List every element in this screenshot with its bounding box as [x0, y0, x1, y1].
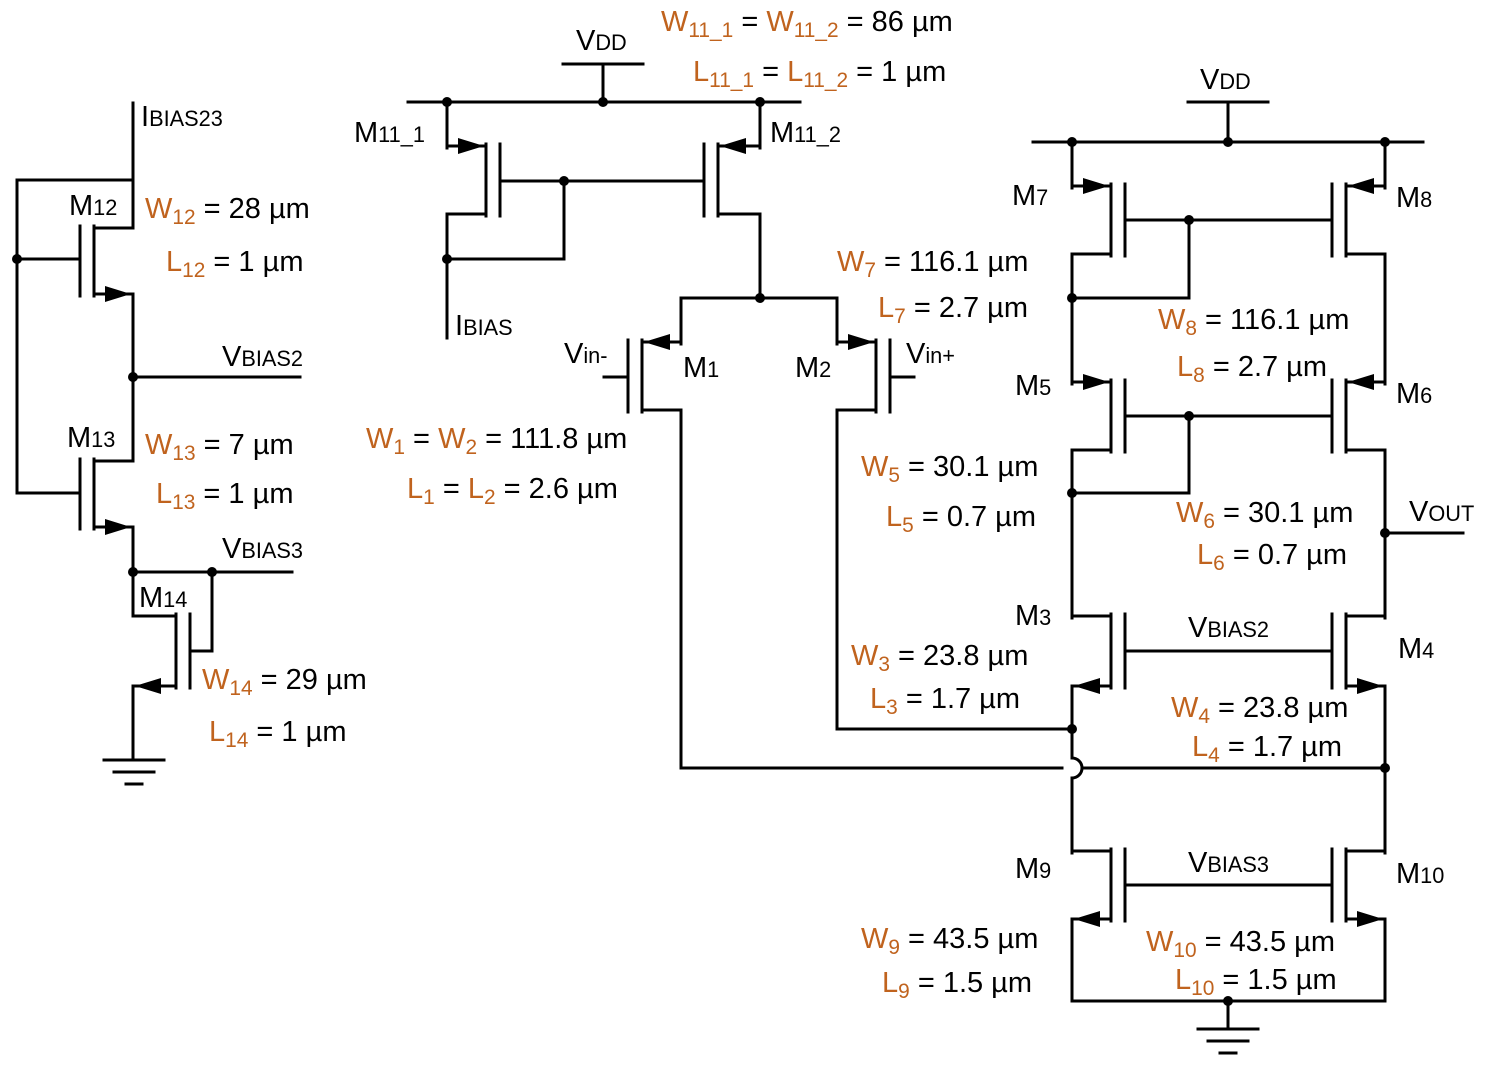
- transistor-m12: [78, 178, 135, 302]
- vbias2-label-left: VBIAS2: [222, 341, 304, 373]
- l5-annotation: L5 = 0.7 µm: [886, 501, 1037, 537]
- ground-right: [1196, 1027, 1260, 1055]
- w11-annotation: W11_1 = W11_2 = 86 µm: [661, 6, 953, 42]
- folded-cascode: [1031, 100, 1465, 1055]
- l13-annotation: L13 = 1 µm: [156, 478, 294, 514]
- vin-minus-label: Vin-: [564, 338, 608, 370]
- m3-label: M3: [1015, 600, 1052, 632]
- transistor-m7: [1070, 140, 1127, 258]
- transistor-m2: [835, 296, 916, 414]
- vdd-label-right: VDD: [1200, 64, 1251, 96]
- w4-annotation: W4 = 23.8 µm: [1171, 692, 1349, 728]
- transistor-m6: [1330, 374, 1387, 454]
- l8-annotation: L8 = 2.7 µm: [1177, 351, 1328, 387]
- w14-annotation: W14 = 29 µm: [202, 664, 367, 700]
- transistor-m14: [131, 570, 214, 694]
- w8-annotation: W8 = 116.1 µm: [1158, 304, 1350, 340]
- w10-annotation: W10 = 43.5 µm: [1146, 926, 1336, 962]
- vbias3-label-left: VBIAS3: [222, 533, 304, 565]
- w7-annotation: W7 = 116.1 µm: [837, 246, 1029, 282]
- m13-label: M13: [67, 422, 116, 454]
- vbias3-label-right: VBIAS3: [1188, 847, 1270, 879]
- ground-left: [102, 758, 166, 786]
- w12-annotation: W12 = 28 µm: [145, 193, 310, 229]
- transistor-m13: [78, 457, 135, 535]
- m11-2-label: M11_2: [770, 117, 841, 149]
- w1-w2-annotation: W1 = W2 = 111.8 µm: [366, 423, 628, 459]
- m5-label: M5: [1015, 370, 1052, 402]
- m8-label: M8: [1396, 182, 1433, 214]
- ibias23-label: IBIAS23: [141, 101, 223, 133]
- transistor-m1: [602, 296, 683, 414]
- vdd-label-left: VDD: [576, 25, 627, 57]
- ibias-label: IBIAS: [455, 310, 513, 342]
- l1-l2-annotation: L1 = L2 = 2.6 µm: [407, 473, 618, 509]
- m12-label: M12: [69, 190, 118, 222]
- tail-mirror: [406, 62, 802, 340]
- w9-annotation: W9 = 43.5 µm: [861, 923, 1039, 959]
- w3-annotation: W3 = 23.8 µm: [851, 640, 1029, 676]
- m1-label: M1: [683, 352, 720, 384]
- vbias2-label-right: VBIAS2: [1188, 612, 1270, 644]
- l9-annotation: L9 = 1.5 µm: [882, 967, 1033, 1003]
- vin-plus-label: Vin+: [906, 338, 955, 370]
- transistor-m5: [1070, 374, 1127, 454]
- m4-label: M4: [1398, 633, 1435, 665]
- m2-label: M2: [795, 352, 832, 384]
- m11-1-label: M11_1: [354, 117, 425, 149]
- transistor-m9: [1070, 847, 1127, 927]
- w13-annotation: W13 = 7 µm: [145, 429, 294, 465]
- l14-annotation: L14 = 1 µm: [209, 716, 347, 752]
- m6-label: M6: [1396, 378, 1433, 410]
- transistor-m11-1: [445, 100, 502, 218]
- transistor-m11-2: [702, 100, 762, 218]
- transistor-m3: [1070, 612, 1127, 694]
- l4-annotation: L4 = 1.7 µm: [1192, 731, 1343, 767]
- transistor-m4: [1330, 612, 1387, 694]
- l10-annotation: L10 = 1.5 µm: [1175, 964, 1337, 1000]
- m9-label: M9: [1015, 853, 1052, 885]
- input-pair: [602, 293, 1387, 770]
- w6-annotation: W6 = 30.1 µm: [1176, 497, 1354, 533]
- m7-label: M7: [1012, 180, 1049, 212]
- l7-annotation: L7 = 2.7 µm: [878, 292, 1029, 328]
- l6-annotation: L6 = 0.7 µm: [1197, 539, 1348, 575]
- vout-label: VOUT: [1409, 496, 1475, 528]
- l11-annotation: L11_1 = L11_2 = 1 µm: [693, 56, 947, 92]
- transistor-m8: [1330, 140, 1387, 258]
- l3-annotation: L3 = 1.7 µm: [870, 683, 1021, 719]
- l12-annotation: L12 = 1 µm: [166, 246, 304, 282]
- m10-label: M10: [1396, 858, 1445, 890]
- m14-label: M14: [139, 582, 188, 614]
- bias-branch-left: [12, 101, 302, 786]
- w5-annotation: W5 = 30.1 µm: [861, 451, 1039, 487]
- transistor-m10: [1330, 847, 1387, 927]
